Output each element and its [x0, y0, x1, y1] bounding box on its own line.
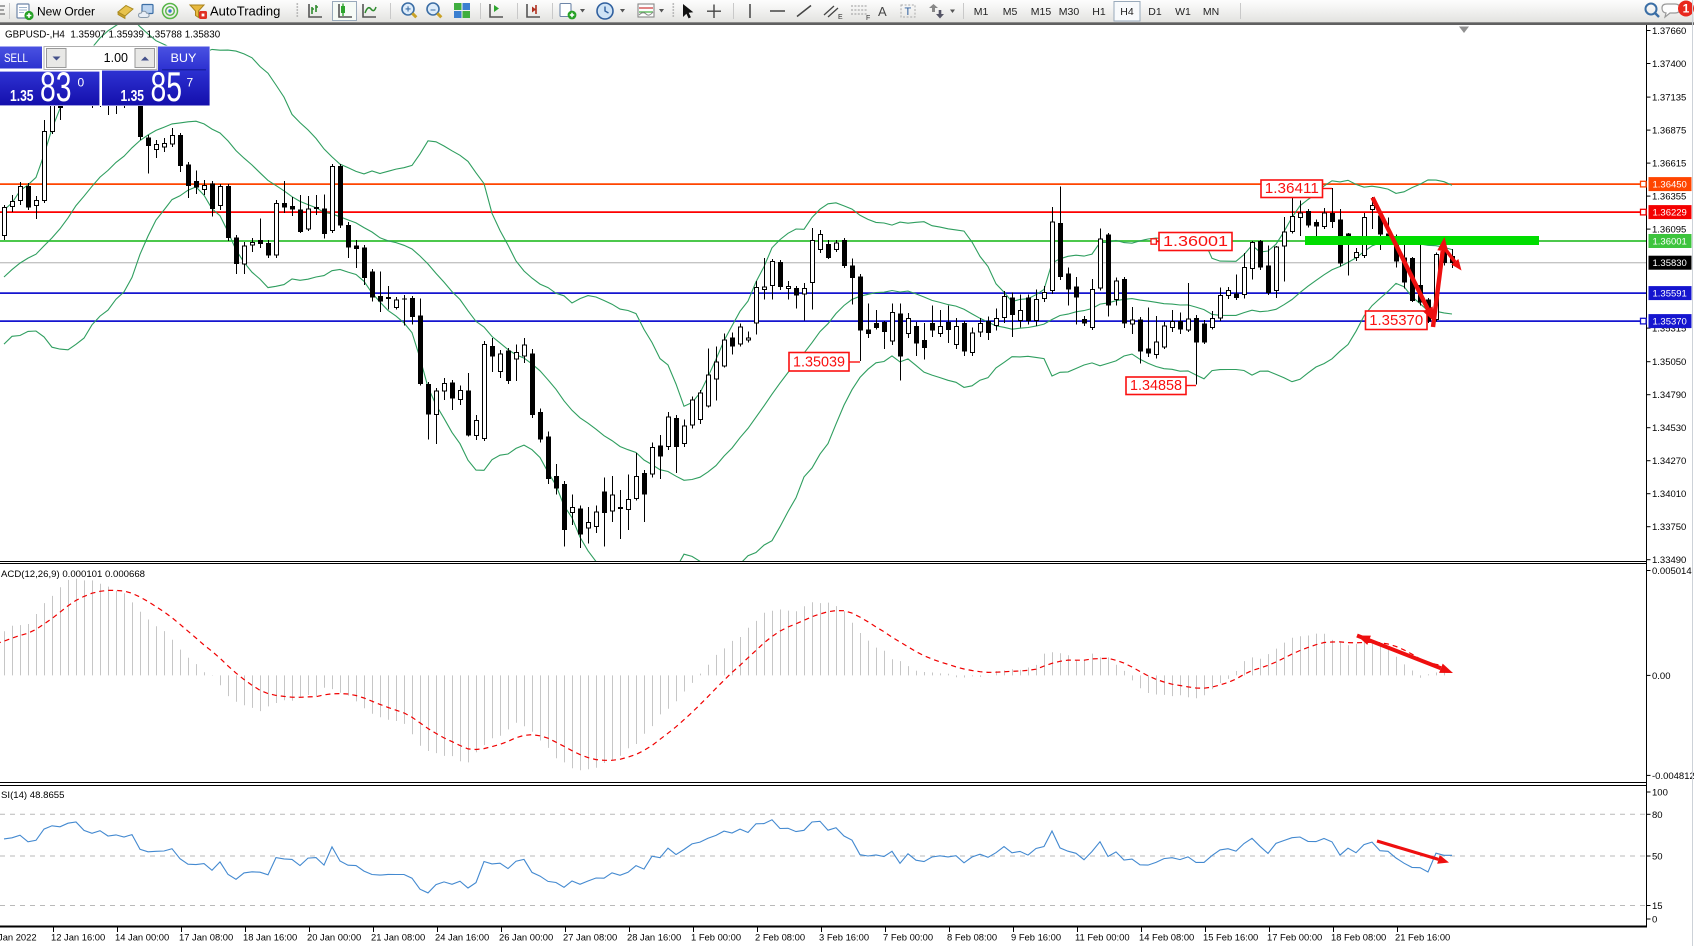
svg-text:1.36875: 1.36875 — [1652, 126, 1686, 137]
svg-text:1.37400: 1.37400 — [1652, 59, 1686, 70]
svg-text:1.33750: 1.33750 — [1652, 522, 1686, 533]
svg-text:1.34530: 1.34530 — [1652, 423, 1686, 434]
svg-text:20 Jan 00:00: 20 Jan 00:00 — [307, 932, 361, 943]
svg-text:1.36001: 1.36001 — [1163, 233, 1228, 250]
svg-text:0: 0 — [78, 76, 85, 90]
svg-text:1.35370: 1.35370 — [1369, 312, 1423, 329]
svg-text:1.33490: 1.33490 — [1652, 555, 1686, 566]
svg-text:A: A — [878, 4, 887, 19]
svg-text:50: 50 — [1652, 852, 1663, 863]
svg-text:7 Feb 00:00: 7 Feb 00:00 — [883, 932, 933, 943]
svg-text:1.37660: 1.37660 — [1652, 26, 1686, 37]
svg-text:0.005014: 0.005014 — [1652, 566, 1692, 577]
svg-text:+: + — [405, 5, 411, 16]
svg-text:1.36355: 1.36355 — [1652, 192, 1686, 203]
svg-text:1.35: 1.35 — [121, 88, 145, 105]
svg-text:1.00: 1.00 — [104, 51, 128, 65]
svg-text:100: 100 — [1652, 788, 1668, 799]
svg-text:E: E — [838, 14, 843, 21]
svg-text:F: F — [866, 15, 870, 22]
svg-text:17 Jan 08:00: 17 Jan 08:00 — [179, 932, 233, 943]
svg-text:18 Feb 08:00: 18 Feb 08:00 — [1331, 932, 1386, 943]
svg-text:1: 1 — [1683, 2, 1690, 16]
svg-text:1.35315: 1.35315 — [1652, 324, 1686, 335]
svg-text:14 Feb 08:00: 14 Feb 08:00 — [1139, 932, 1194, 943]
svg-text:1.35050: 1.35050 — [1652, 357, 1686, 368]
svg-text:1.35: 1.35 — [10, 88, 34, 105]
svg-text:21 Jan 08:00: 21 Jan 08:00 — [371, 932, 425, 943]
svg-text:AutoTrading: AutoTrading — [210, 4, 280, 19]
svg-text:1.34010: 1.34010 — [1652, 489, 1686, 500]
svg-text:3 Feb 16:00: 3 Feb 16:00 — [819, 932, 869, 943]
svg-text:1.34858: 1.34858 — [1130, 377, 1182, 394]
svg-text:27 Jan 08:00: 27 Jan 08:00 — [563, 932, 617, 943]
svg-text:0.00: 0.00 — [1652, 671, 1671, 682]
svg-text:2 Feb 08:00: 2 Feb 08:00 — [755, 932, 805, 943]
svg-text:1.36450: 1.36450 — [1653, 180, 1687, 191]
svg-text:1.36001: 1.36001 — [1653, 237, 1687, 248]
svg-text:H4: H4 — [1120, 6, 1134, 18]
svg-text:SELL: SELL — [4, 51, 28, 65]
svg-text:–: – — [430, 5, 436, 16]
svg-text:BUY: BUY — [171, 51, 197, 65]
svg-text:1.36095: 1.36095 — [1652, 225, 1686, 236]
svg-text:1.35830: 1.35830 — [1653, 258, 1687, 269]
svg-text:80: 80 — [1652, 810, 1663, 821]
svg-text:D1: D1 — [1148, 6, 1162, 18]
svg-text:1.36615: 1.36615 — [1652, 159, 1686, 170]
svg-text:17 Feb 00:00: 17 Feb 00:00 — [1267, 932, 1322, 943]
svg-text:W1: W1 — [1175, 6, 1191, 18]
svg-text:15: 15 — [1652, 901, 1663, 912]
svg-text:1.36411: 1.36411 — [1265, 180, 1319, 197]
svg-text:1.34790: 1.34790 — [1652, 390, 1686, 401]
svg-text:24 Jan 16:00: 24 Jan 16:00 — [435, 932, 489, 943]
svg-text:85: 85 — [151, 63, 183, 110]
svg-text:SI(14) 48.8655: SI(14) 48.8655 — [1, 790, 64, 801]
svg-text:GBPUSD-,H4 1.35907 1.35939 1.: GBPUSD-,H4 1.35907 1.35939 1.35788 1.358… — [5, 30, 221, 41]
svg-text:1.34270: 1.34270 — [1652, 456, 1686, 467]
svg-text:1.35039: 1.35039 — [793, 354, 845, 371]
svg-text:15 Feb 16:00: 15 Feb 16:00 — [1203, 932, 1258, 943]
svg-text:1 Feb 00:00: 1 Feb 00:00 — [691, 932, 741, 943]
svg-text:11 Feb 00:00: 11 Feb 00:00 — [1075, 932, 1130, 943]
svg-text:8 Feb 08:00: 8 Feb 08:00 — [947, 932, 997, 943]
svg-text:ACD(12,26,9) 0.000101 0.000668: ACD(12,26,9) 0.000101 0.000668 — [1, 569, 145, 580]
svg-text:Jan 2022: Jan 2022 — [0, 932, 37, 943]
svg-text:M5: M5 — [1003, 6, 1018, 18]
svg-text:18 Jan 16:00: 18 Jan 16:00 — [243, 932, 297, 943]
svg-text:7: 7 — [187, 76, 194, 90]
svg-text:New Order: New Order — [37, 5, 95, 19]
svg-text:21 Feb 16:00: 21 Feb 16:00 — [1395, 932, 1450, 943]
svg-text:M15: M15 — [1031, 6, 1052, 18]
svg-text:1.35591: 1.35591 — [1653, 289, 1687, 300]
svg-text:T: T — [905, 6, 912, 18]
svg-text:28 Jan 16:00: 28 Jan 16:00 — [627, 932, 681, 943]
svg-text:H1: H1 — [1092, 6, 1106, 18]
svg-text:-0.004812: -0.004812 — [1652, 771, 1694, 782]
svg-text:9 Feb 16:00: 9 Feb 16:00 — [1011, 932, 1061, 943]
svg-text:1.36229: 1.36229 — [1653, 208, 1687, 219]
svg-text:M30: M30 — [1059, 6, 1080, 18]
svg-text:26 Jan 00:00: 26 Jan 00:00 — [499, 932, 553, 943]
svg-text:0: 0 — [1652, 915, 1657, 926]
svg-text:MN: MN — [1203, 6, 1219, 18]
svg-text:83: 83 — [40, 63, 72, 110]
svg-text:M1: M1 — [974, 6, 989, 18]
svg-text:14 Jan 00:00: 14 Jan 00:00 — [115, 932, 169, 943]
svg-text:1.37135: 1.37135 — [1652, 93, 1686, 104]
svg-text:12 Jan 16:00: 12 Jan 16:00 — [51, 932, 105, 943]
svg-text:1.35370: 1.35370 — [1653, 317, 1687, 328]
